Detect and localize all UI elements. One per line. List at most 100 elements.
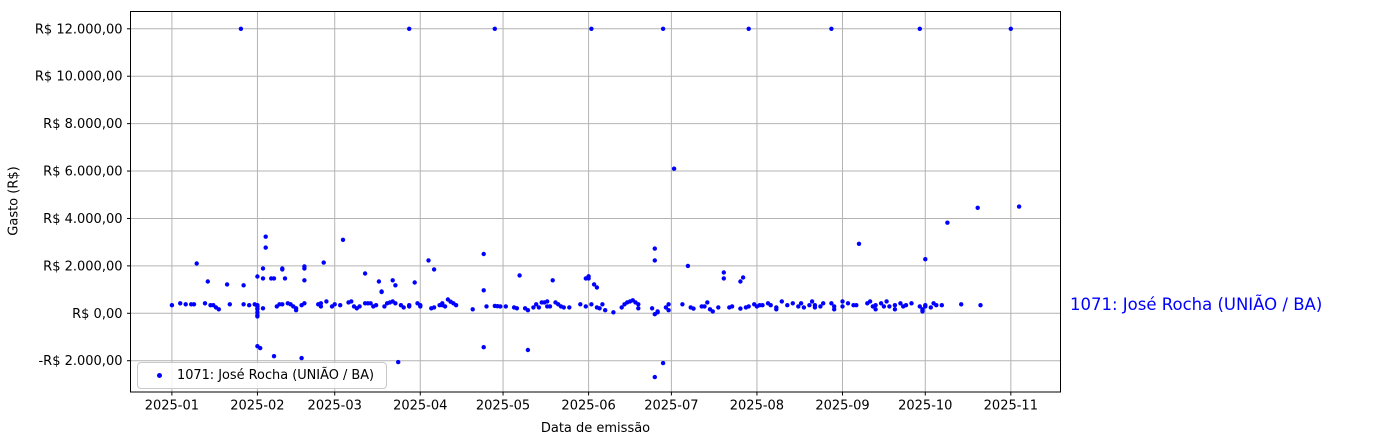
- data-point: [829, 301, 834, 306]
- data-point: [928, 305, 933, 310]
- data-point: [801, 305, 807, 310]
- data-point: [280, 302, 285, 307]
- x-tick-label: 2025-06: [561, 399, 615, 414]
- data-point: [779, 299, 784, 304]
- data-point: [923, 257, 928, 262]
- data-point: [362, 271, 368, 276]
- data-point: [318, 304, 324, 309]
- data-point: [357, 304, 362, 309]
- data-point: [652, 374, 657, 380]
- data-point: [373, 303, 379, 308]
- x-tick-label: 2025-03: [308, 399, 362, 414]
- data-point: [740, 275, 746, 280]
- data-point: [498, 304, 503, 309]
- data-point: [216, 307, 221, 312]
- x-tick-label: 2025-11: [984, 399, 1038, 414]
- data-point: [318, 301, 324, 306]
- data-point: [832, 307, 837, 312]
- data-point: [407, 26, 412, 31]
- data-point: [536, 305, 542, 310]
- data-point: [396, 359, 401, 365]
- y-tick-label: R$ 2.000,00: [43, 259, 122, 274]
- data-point: [247, 303, 252, 308]
- grid-lines: [130, 11, 1061, 392]
- x-tick-label: 2025-09: [815, 399, 869, 414]
- data-point: [655, 309, 660, 314]
- data-point: [589, 302, 594, 307]
- data-point: [263, 234, 268, 239]
- data-point: [324, 299, 329, 304]
- y-tick-label: R$ 10.000,00: [35, 70, 123, 85]
- data-point: [525, 308, 531, 313]
- data-point: [567, 305, 572, 310]
- x-tick-label: 2025-02: [230, 399, 284, 414]
- data-point: [978, 303, 983, 308]
- data-point: [934, 303, 939, 308]
- data-point: [812, 305, 818, 310]
- data-point: [881, 304, 887, 309]
- data-point: [241, 283, 246, 288]
- data-point: [484, 304, 489, 309]
- x-tick-label: 2025-08: [730, 399, 784, 414]
- data-point: [332, 302, 337, 307]
- legend-marker-icon: [157, 373, 162, 378]
- data-point: [412, 280, 417, 285]
- data-point: [545, 299, 550, 304]
- y-tick-label: R$ 8.000,00: [43, 117, 122, 132]
- data-point: [255, 314, 260, 319]
- data-point: [407, 304, 412, 309]
- data-point: [854, 303, 859, 308]
- data-point: [738, 279, 743, 284]
- data-point: [917, 304, 922, 309]
- data-point: [649, 306, 655, 311]
- data-point: [892, 307, 898, 312]
- data-point: [807, 303, 812, 308]
- data-point: [258, 345, 263, 351]
- data-point: [917, 26, 922, 31]
- data-point: [442, 304, 448, 309]
- data-point: [975, 205, 980, 210]
- x-axis-label: Data de emissão: [540, 421, 651, 436]
- data-point: [578, 302, 583, 307]
- data-point: [660, 360, 666, 366]
- data-point: [426, 258, 431, 263]
- data-point: [205, 279, 210, 284]
- data-point: [393, 301, 398, 306]
- data-point: [282, 276, 288, 281]
- legend-box: 1071: José Rocha (UNIÃO / BA): [137, 362, 388, 389]
- data-point: [431, 305, 437, 310]
- data-point: [492, 26, 497, 31]
- data-point: [790, 301, 795, 306]
- data-point: [591, 282, 597, 287]
- data-point: [746, 304, 751, 309]
- data-point: [611, 310, 616, 315]
- data-point: [376, 279, 382, 284]
- tick-labels: 2025-01 2025-02 2025-03 2025-04 2025-05 2025-…: [35, 22, 1038, 413]
- y-tick-label: -R$ 2.000,00: [38, 354, 122, 369]
- data-point: [503, 304, 508, 309]
- data-point: [271, 276, 277, 281]
- data-point: [338, 303, 343, 308]
- data-point: [660, 26, 666, 31]
- data-point: [260, 266, 266, 271]
- data-point: [583, 304, 588, 309]
- data-point: [884, 299, 889, 304]
- data-point: [431, 267, 437, 272]
- data-point: [945, 220, 950, 225]
- data-point: [1008, 26, 1013, 31]
- data-point: [550, 278, 555, 283]
- data-point: [892, 303, 898, 308]
- data-point: [663, 305, 669, 310]
- data-point: [898, 301, 903, 306]
- data-point: [379, 289, 384, 295]
- data-point: [652, 246, 657, 251]
- data-point: [349, 299, 354, 304]
- data-point: [299, 355, 304, 361]
- data-point: [959, 302, 964, 307]
- data-point: [909, 301, 914, 306]
- data-point: [517, 273, 522, 278]
- data-point: [481, 345, 486, 350]
- y-tick-label: R$ 6.000,00: [43, 165, 122, 180]
